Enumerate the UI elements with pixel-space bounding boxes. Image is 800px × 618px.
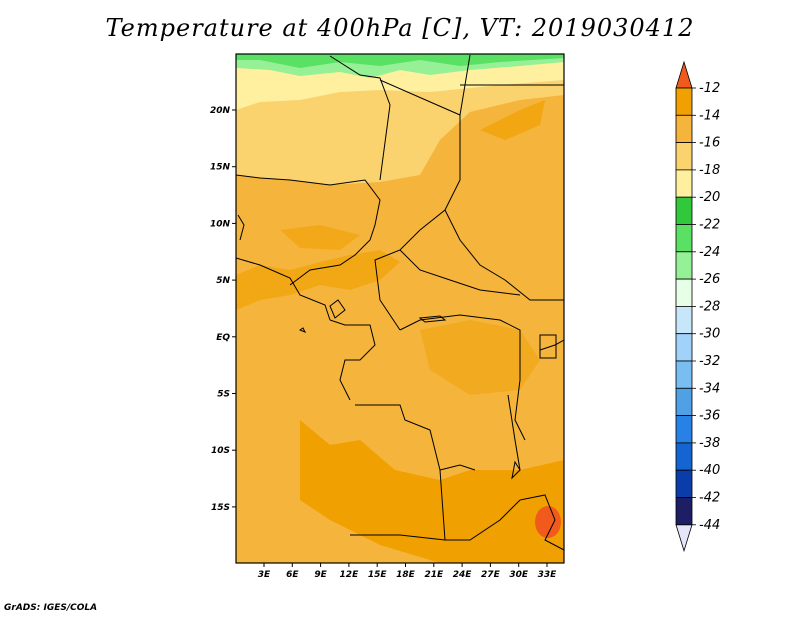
lon-tick-label: 12E bbox=[340, 570, 360, 580]
colorbar-label: -32 bbox=[699, 354, 720, 369]
colorbar-label: -36 bbox=[699, 409, 720, 424]
colorbar-bin bbox=[675, 415, 693, 444]
colorbar-label: -20 bbox=[699, 190, 720, 205]
colorbar-bin bbox=[675, 87, 693, 116]
colorbar: -12 -14 -16 -18 -20 -22 -24 -26 -28 -30 -32 -34 -36 -… bbox=[675, 60, 720, 553]
colorbar-label: -40 bbox=[699, 463, 720, 478]
grads-credit: GrADS: IGES/COLA bbox=[4, 603, 98, 613]
colorbar-top-triangle bbox=[675, 60, 693, 89]
colorbar-label: -12 bbox=[699, 81, 720, 96]
lon-tick-label: 27E bbox=[481, 570, 501, 580]
colorbar-bin bbox=[675, 196, 693, 225]
colorbar-bin bbox=[675, 114, 693, 144]
temperature-field bbox=[236, 54, 564, 563]
lat-tick-label: 15S bbox=[211, 503, 230, 513]
lat-tick-label: 5N bbox=[216, 276, 230, 286]
colorbar-label: -30 bbox=[699, 327, 720, 342]
colorbar-label: -14 bbox=[699, 108, 720, 123]
political-borders bbox=[236, 54, 564, 551]
colorbar-label: -38 bbox=[699, 436, 720, 451]
lon-tick-label: 21E bbox=[424, 570, 444, 580]
lat-tick-label: 15N bbox=[210, 163, 231, 173]
latitude-axis: 20N 15N 10N 5N EQ 5S 10S 15S bbox=[210, 106, 236, 513]
lat-tick-label: EQ bbox=[216, 333, 230, 343]
lon-tick-label: 6E bbox=[286, 570, 299, 580]
colorbar-label: -26 bbox=[699, 272, 720, 287]
colorbar-bin bbox=[675, 387, 693, 416]
map-frame bbox=[235, 53, 565, 564]
chart-title: Temperature at 400hPa [C], VT: 201903041… bbox=[105, 14, 695, 42]
colorbar-bin bbox=[675, 469, 693, 498]
field-12 bbox=[535, 506, 561, 538]
colorbar-bin bbox=[675, 497, 693, 526]
colorbar-label: -24 bbox=[699, 245, 720, 260]
lon-tick-label: 33E bbox=[538, 570, 558, 580]
lon-tick-label: 30E bbox=[509, 570, 529, 580]
field-14d bbox=[420, 320, 540, 395]
lat-tick-label: 20N bbox=[210, 106, 231, 116]
colorbar-label: -22 bbox=[699, 218, 720, 233]
lon-tick-label: 24E bbox=[453, 570, 473, 580]
lon-tick-label: 9E bbox=[314, 570, 327, 580]
colorbar-bin bbox=[675, 305, 693, 335]
colorbar-label: -44 bbox=[699, 518, 720, 533]
colorbar-bin bbox=[675, 360, 693, 389]
colorbar-label: -42 bbox=[699, 491, 720, 506]
colorbar-bin bbox=[675, 224, 693, 253]
field-14b bbox=[300, 420, 564, 563]
field-14e bbox=[280, 225, 360, 250]
colorbar-bin bbox=[675, 442, 693, 471]
colorbar-bin bbox=[675, 169, 693, 198]
colorbar-bottom-triangle bbox=[675, 524, 693, 553]
lon-tick-label: 3E bbox=[258, 570, 271, 580]
field-24 bbox=[236, 54, 564, 68]
longitude-axis: 3E 6E 9E 12E 15E 18E 21E 24E 27E 30E 33E bbox=[258, 563, 557, 580]
colorbar-label: -18 bbox=[699, 163, 720, 178]
lon-tick-label: 18E bbox=[396, 570, 416, 580]
colorbar-bin bbox=[675, 251, 693, 280]
colorbar-label: -16 bbox=[699, 136, 720, 151]
lat-tick-label: 10S bbox=[211, 446, 230, 456]
lon-tick-label: 15E bbox=[368, 570, 388, 580]
colorbar-bin bbox=[675, 278, 693, 307]
lat-tick-label: 10N bbox=[210, 219, 231, 229]
colorbar-label: -28 bbox=[699, 299, 720, 314]
colorbar-bin bbox=[675, 142, 693, 171]
colorbar-label: -34 bbox=[699, 381, 720, 396]
field-14c bbox=[480, 100, 545, 140]
colorbar-bin bbox=[675, 333, 693, 362]
lat-tick-label: 5S bbox=[217, 390, 230, 400]
field-14a bbox=[236, 250, 400, 310]
